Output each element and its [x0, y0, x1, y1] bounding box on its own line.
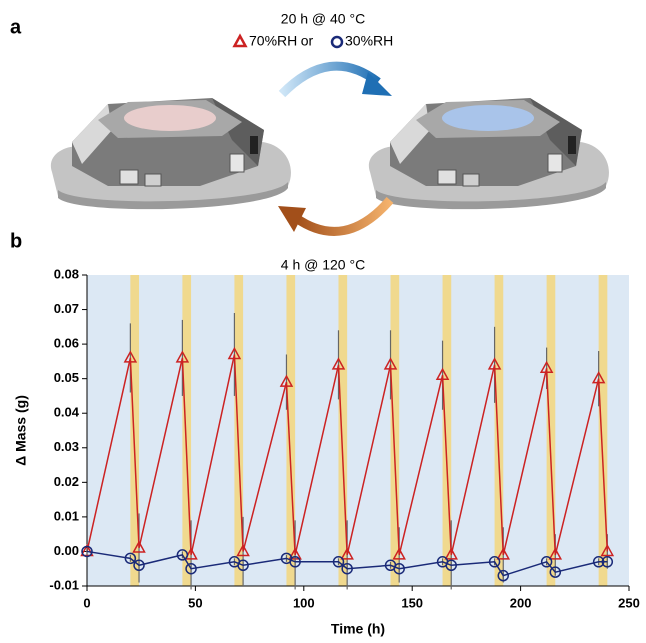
legend-marker	[330, 35, 344, 49]
annotation: 20 h @ 40 °C	[281, 11, 365, 27]
x-tick-label: 0	[83, 595, 90, 610]
heating-band	[234, 275, 244, 586]
y-tick-label: 0.07	[54, 301, 79, 316]
marker	[591, 371, 606, 384]
marker	[176, 549, 189, 561]
marker	[601, 556, 614, 568]
marker	[331, 357, 346, 370]
marker	[592, 556, 605, 568]
marker	[124, 552, 137, 565]
x-tick-label: 50	[188, 595, 202, 610]
heating-band	[130, 275, 140, 586]
heating-band	[182, 275, 192, 586]
marker	[227, 346, 242, 360]
arrow	[293, 197, 394, 236]
marker	[444, 547, 458, 560]
x-axis-title: Time (h)	[331, 621, 385, 637]
marker	[496, 547, 511, 560]
annotation: or	[301, 33, 314, 49]
marker	[549, 566, 562, 578]
annotation: 4 h @ 120 °C	[281, 257, 365, 273]
marker	[487, 357, 502, 370]
marker	[175, 350, 190, 363]
heating-band	[338, 275, 348, 586]
x-tick-label: 250	[618, 595, 640, 610]
marker	[289, 556, 301, 568]
x-tick-label: 150	[401, 595, 423, 610]
marker	[279, 374, 294, 387]
legend-label: 70%RH	[249, 33, 297, 49]
series-line	[86, 354, 609, 556]
heating-band	[442, 275, 452, 586]
marker	[393, 562, 405, 575]
y-axis-title: Δ Mass (g)	[13, 395, 29, 466]
y-tick-label: 0.06	[54, 336, 79, 351]
marker	[185, 562, 197, 575]
marker	[133, 559, 145, 572]
marker	[600, 543, 615, 557]
marker	[80, 543, 94, 557]
plot-background	[87, 275, 629, 586]
y-tick-label: 0.02	[54, 474, 79, 489]
pot-dry	[50, 97, 292, 210]
marker	[236, 543, 250, 557]
marker	[539, 360, 554, 374]
marker	[340, 547, 354, 560]
y-tick-label: 0.05	[54, 370, 79, 385]
heating-band	[546, 275, 556, 586]
marker	[435, 367, 450, 380]
marker	[132, 540, 146, 553]
y-tick-label: -0.01	[49, 577, 79, 592]
marker	[488, 556, 501, 568]
arrowhead	[362, 72, 392, 96]
marker	[392, 547, 406, 560]
y-tick-label: 0.03	[54, 439, 79, 454]
y-tick-label: 0.04	[54, 405, 80, 420]
marker	[341, 562, 353, 575]
marker	[540, 556, 553, 568]
marker	[497, 569, 510, 582]
heating-band	[390, 275, 400, 586]
y-tick-label: 0.01	[54, 508, 79, 523]
marker	[332, 556, 345, 568]
y-tick-label: 0.00	[54, 543, 79, 558]
x-tick-label: 100	[293, 595, 315, 610]
legend-label: 30%RH	[345, 33, 393, 49]
panel-label: a	[10, 16, 22, 38]
x-tick-label: 200	[510, 595, 532, 610]
arrowhead	[278, 206, 306, 232]
heating-band	[494, 275, 504, 586]
panel-label: b	[10, 230, 22, 252]
marker	[123, 350, 138, 363]
y-tick-label: 0.08	[54, 266, 79, 281]
legend-marker	[232, 33, 248, 48]
marker	[81, 545, 93, 558]
marker	[445, 559, 457, 572]
heating-band	[598, 275, 608, 586]
pot-wet	[368, 97, 610, 210]
marker	[184, 547, 198, 560]
heating-band	[286, 275, 296, 586]
marker	[548, 547, 563, 560]
marker	[383, 357, 398, 370]
marker	[237, 559, 249, 572]
